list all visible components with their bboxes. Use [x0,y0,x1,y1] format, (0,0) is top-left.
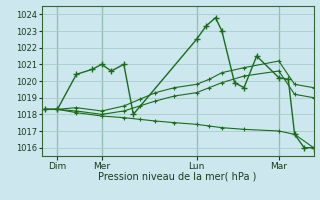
X-axis label: Pression niveau de la mer( hPa ): Pression niveau de la mer( hPa ) [99,172,257,182]
